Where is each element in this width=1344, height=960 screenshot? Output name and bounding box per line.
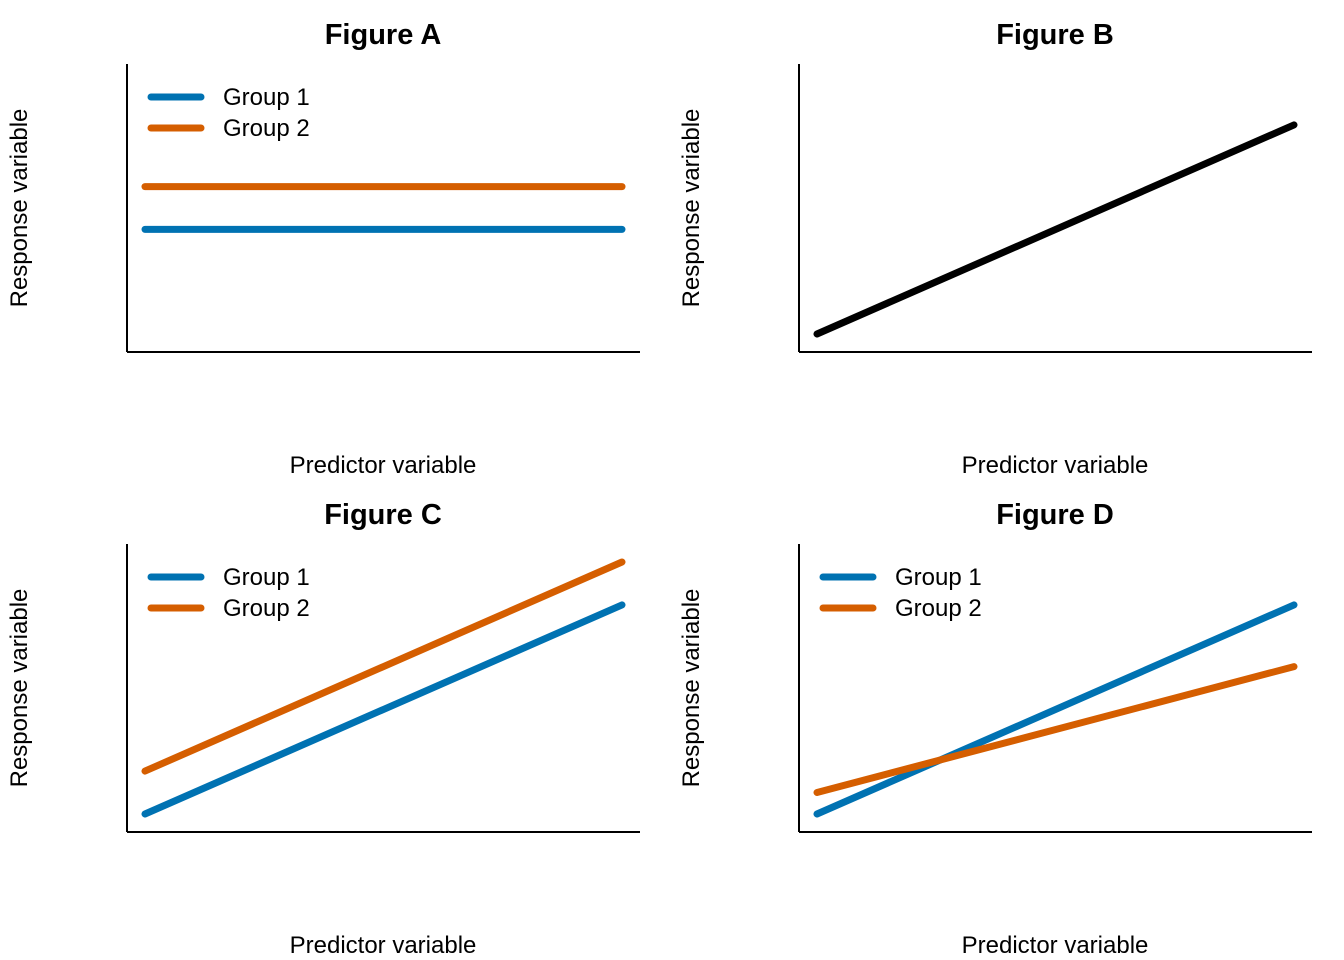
legend: Group 1 Group 2 [819, 564, 982, 622]
panel-title: Figure D [996, 499, 1114, 531]
series-line-group-1 [813, 601, 1298, 818]
legend-label: Group 1 [223, 564, 310, 591]
x-axis-label: Predictor variable [290, 932, 477, 959]
panel-title: Figure A [325, 19, 442, 51]
y-axis-label: Response variable [678, 109, 705, 308]
legend: Group 1 Group 2 [147, 84, 310, 142]
panel-title: Figure C [324, 499, 442, 531]
panel-title: Figure B [996, 19, 1114, 51]
x-axis-label: Predictor variable [962, 932, 1149, 959]
y-axis-label: Response variable [6, 589, 33, 788]
panel-b: Figure B Predictor variable Response varia… [678, 19, 1312, 479]
legend-label: Group 1 [223, 84, 310, 111]
panel-a: Figure A Group 1 Group 2 Predictor variable… [6, 19, 640, 479]
x-axis-label: Predictor variable [290, 452, 477, 479]
legend-label: Group 2 [223, 115, 310, 142]
series-line-group-2 [813, 663, 1298, 796]
series-line [813, 121, 1298, 338]
legend-label: Group 1 [895, 564, 982, 591]
panel-d: Figure D Group 1 Group 2 Predictor variable… [678, 499, 1312, 959]
y-axis-label: Response variable [6, 109, 33, 308]
y-axis-label: Response variable [678, 589, 705, 788]
series-line-group-2 [141, 558, 626, 775]
legend-label: Group 2 [895, 595, 982, 622]
panel-c: Figure C Group 1 Group 2 Predictor variable… [6, 499, 640, 959]
legend: Group 1 Group 2 [147, 564, 310, 622]
series-line-group-1 [141, 601, 626, 818]
legend-label: Group 2 [223, 595, 310, 622]
x-axis-label: Predictor variable [962, 452, 1149, 479]
